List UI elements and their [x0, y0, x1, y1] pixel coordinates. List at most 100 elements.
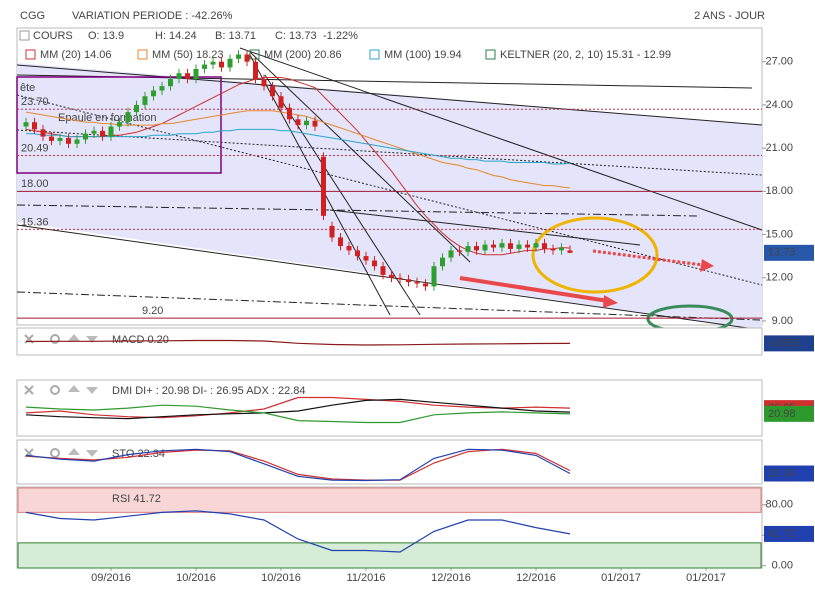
indicator-line	[25, 448, 571, 481]
x-tick-label: 11/2016	[347, 572, 386, 584]
x-tick-label: 09/2016	[91, 572, 131, 584]
candle-body	[244, 54, 250, 62]
candle-body	[372, 260, 377, 267]
candle-body	[91, 130, 97, 134]
dmi-panel	[16, 379, 763, 437]
y-tick-label: 21.00	[765, 142, 793, 154]
candle-body	[270, 86, 275, 97]
candle-body	[355, 250, 360, 257]
legend-label: MM (20) 14.06	[40, 49, 112, 61]
candle-body	[32, 122, 37, 130]
legend-swatch	[249, 49, 260, 60]
candle-body	[100, 130, 105, 137]
candle-body	[448, 250, 454, 258]
pattern-box	[16, 76, 222, 174]
symbol: CGG	[20, 10, 45, 22]
indicator-line	[25, 448, 571, 482]
candle-body	[482, 244, 488, 251]
candle-body	[499, 243, 505, 248]
x-tick-label: 01/2017	[686, 572, 726, 584]
candle-body	[125, 112, 131, 123]
value-tag-label: 20.98	[768, 408, 796, 420]
candle-body	[431, 266, 437, 287]
quote-item: -1.22%	[323, 30, 358, 42]
move-down-icon	[86, 387, 98, 394]
value-tag	[764, 405, 814, 422]
value-tag-label: 13.73	[768, 247, 796, 259]
candle-body	[491, 244, 496, 248]
candle-body	[312, 120, 318, 127]
y-tick-label: 80.00	[765, 499, 793, 511]
candle-body	[321, 156, 326, 216]
quote-item: H: 14.24	[155, 30, 197, 42]
indicator-title: MACD 0.20	[112, 334, 169, 346]
arrows	[459, 249, 714, 308]
x-tick-label: 01/2017	[601, 572, 641, 584]
annotation: Epaule en formation	[58, 112, 156, 124]
close-icon	[24, 385, 34, 395]
candle-body	[363, 256, 369, 261]
indicator-line	[25, 339, 571, 346]
candle-body	[83, 133, 88, 140]
candle-body	[49, 136, 54, 141]
move-up-icon	[68, 334, 80, 341]
candle-body	[338, 237, 343, 247]
candle-body	[278, 96, 284, 108]
annotation: ête	[20, 82, 35, 94]
candle-body	[151, 90, 156, 97]
candle-body	[295, 119, 301, 126]
candle-body	[253, 61, 258, 79]
candle-body	[134, 104, 139, 113]
legend-box	[19, 30, 30, 41]
candle-body	[108, 126, 114, 137]
period: 2 ANS - JOUR	[694, 10, 765, 22]
move-down-icon	[86, 450, 98, 457]
y-tick-label: 27.00	[765, 56, 793, 68]
candle-body	[159, 86, 165, 91]
legend-swatch	[137, 49, 148, 60]
candle-body	[74, 139, 80, 144]
sto-panel	[16, 439, 763, 485]
x-tick-label: 10/2016	[176, 572, 216, 584]
move-up-icon	[68, 448, 80, 455]
value-tag-label: 41.72	[768, 528, 796, 540]
candle-body	[236, 54, 241, 59]
overbought-zone	[17, 487, 762, 513]
candle-body	[414, 282, 420, 284]
x-tick-label: 12/2016	[431, 572, 471, 584]
y-tick-label: 0.00	[772, 560, 793, 572]
candle-body	[219, 61, 224, 68]
indicator-title: DMI DI+ : 20.98 DI- : 26.95 ADX : 22.84	[112, 385, 306, 397]
quote-item: O: 13.9	[88, 30, 124, 42]
level-label: 18.00	[21, 178, 49, 190]
candle-body	[516, 244, 522, 249]
legend-swatch	[485, 49, 496, 60]
candle-body	[176, 73, 182, 79]
candle-body	[329, 225, 335, 238]
y-tick-label: 15.00	[765, 228, 793, 240]
moving-average	[25, 77, 571, 256]
settings-icon	[50, 334, 60, 344]
candle-body	[210, 61, 216, 65]
move-down-icon	[86, 336, 98, 343]
value-tag	[764, 465, 814, 482]
candle-body	[185, 73, 190, 79]
level-label: 20.49	[21, 142, 49, 154]
level-label: 9.20	[142, 305, 163, 317]
legend-label: MM (100) 19.94	[384, 49, 462, 61]
legend-swatch	[369, 49, 380, 60]
oversold-zone	[17, 542, 762, 569]
legend-swatch	[25, 49, 36, 60]
y-tick-label: 9.00	[772, 315, 793, 327]
legend-label: MM (50) 18.23	[152, 49, 224, 61]
x-tick-label: 12/2016	[516, 572, 556, 584]
candle-body	[440, 257, 445, 267]
candle-body	[465, 246, 471, 252]
quote-item: C: 13.73	[275, 30, 317, 42]
candle-body	[40, 129, 46, 137]
y-tick-label: 12.00	[765, 272, 793, 284]
legend-label: MM (200) 20.86	[264, 49, 342, 61]
candle-body	[397, 277, 403, 280]
value-tag	[764, 335, 814, 352]
